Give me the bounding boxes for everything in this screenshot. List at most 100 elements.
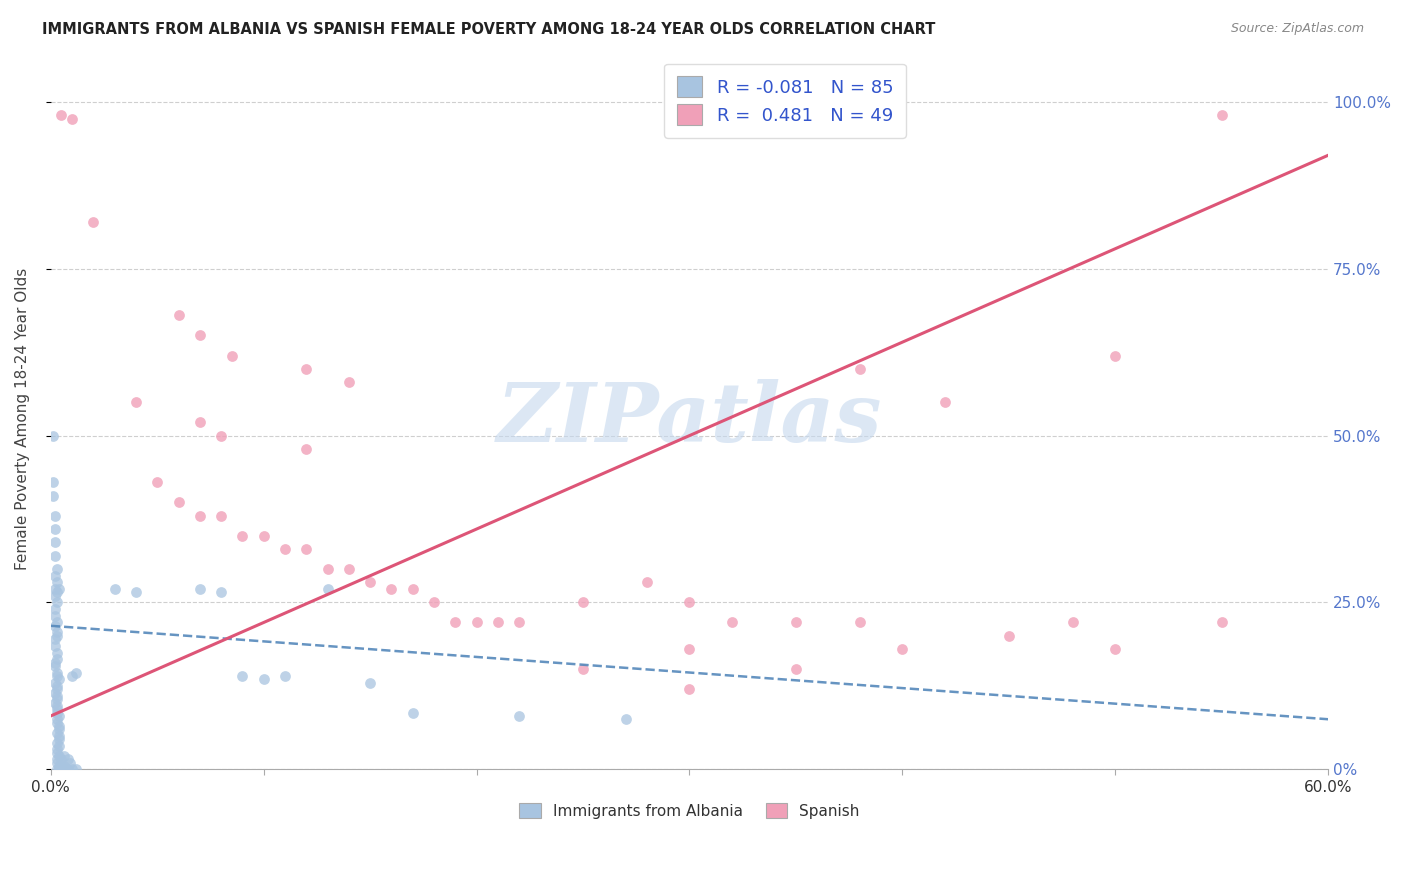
Point bbox=[572, 595, 595, 609]
Point bbox=[46, 689, 69, 703]
Point bbox=[486, 615, 509, 630]
Point bbox=[48, 709, 70, 723]
Point bbox=[295, 362, 318, 376]
Point bbox=[125, 585, 148, 599]
Point bbox=[42, 475, 65, 490]
Point bbox=[51, 762, 73, 776]
Point bbox=[104, 582, 127, 596]
Point bbox=[44, 602, 66, 616]
Point bbox=[52, 762, 75, 776]
Point bbox=[52, 748, 75, 763]
Point bbox=[849, 362, 872, 376]
Point bbox=[51, 108, 73, 122]
Point bbox=[444, 615, 467, 630]
Point bbox=[274, 669, 297, 683]
Point bbox=[48, 723, 70, 737]
Point bbox=[46, 595, 69, 609]
Point bbox=[46, 669, 69, 683]
Point bbox=[46, 625, 69, 640]
Point bbox=[48, 748, 70, 763]
Point bbox=[1104, 349, 1126, 363]
Point bbox=[423, 595, 446, 609]
Point bbox=[125, 395, 148, 409]
Point bbox=[209, 508, 232, 523]
Point bbox=[52, 759, 75, 773]
Point bbox=[46, 725, 69, 739]
Point bbox=[253, 529, 276, 543]
Point bbox=[46, 756, 69, 770]
Point bbox=[46, 712, 69, 726]
Point bbox=[316, 562, 339, 576]
Point bbox=[188, 508, 211, 523]
Point bbox=[46, 652, 69, 666]
Point bbox=[44, 656, 66, 670]
Point bbox=[46, 585, 69, 599]
Point bbox=[402, 582, 425, 596]
Point bbox=[65, 665, 87, 680]
Point bbox=[849, 615, 872, 630]
Point bbox=[46, 679, 69, 693]
Point bbox=[221, 349, 243, 363]
Point bbox=[678, 682, 700, 697]
Point bbox=[46, 646, 69, 660]
Point bbox=[253, 672, 276, 686]
Point bbox=[44, 589, 66, 603]
Point bbox=[678, 595, 700, 609]
Point bbox=[316, 582, 339, 596]
Point bbox=[48, 672, 70, 686]
Point bbox=[44, 582, 66, 596]
Point bbox=[46, 762, 69, 776]
Point bbox=[167, 495, 190, 509]
Point bbox=[59, 756, 82, 770]
Point bbox=[572, 662, 595, 676]
Point bbox=[274, 542, 297, 557]
Point bbox=[46, 742, 69, 756]
Point bbox=[231, 669, 253, 683]
Point bbox=[48, 729, 70, 743]
Point bbox=[636, 575, 658, 590]
Point bbox=[51, 759, 73, 773]
Point bbox=[380, 582, 402, 596]
Y-axis label: Female Poverty Among 18-24 Year Olds: Female Poverty Among 18-24 Year Olds bbox=[15, 268, 30, 570]
Point bbox=[46, 746, 69, 760]
Point bbox=[56, 762, 79, 776]
Point bbox=[44, 568, 66, 582]
Point bbox=[46, 702, 69, 716]
Point bbox=[56, 752, 79, 766]
Point bbox=[44, 685, 66, 699]
Point bbox=[188, 582, 211, 596]
Point bbox=[209, 585, 232, 599]
Point bbox=[46, 692, 69, 706]
Point bbox=[337, 562, 360, 576]
Point bbox=[614, 712, 637, 726]
Point bbox=[1211, 615, 1233, 630]
Point bbox=[465, 615, 488, 630]
Point bbox=[48, 739, 70, 753]
Point bbox=[678, 642, 700, 657]
Point bbox=[44, 696, 66, 710]
Point bbox=[508, 709, 530, 723]
Point bbox=[60, 669, 83, 683]
Point bbox=[46, 715, 69, 730]
Point bbox=[337, 375, 360, 389]
Point bbox=[295, 542, 318, 557]
Point bbox=[295, 442, 318, 456]
Point bbox=[785, 615, 807, 630]
Point bbox=[44, 508, 66, 523]
Point bbox=[51, 752, 73, 766]
Point bbox=[44, 619, 66, 633]
Point bbox=[46, 698, 69, 713]
Point bbox=[44, 658, 66, 673]
Point bbox=[48, 762, 70, 776]
Point bbox=[82, 215, 104, 229]
Text: ZIPatlas: ZIPatlas bbox=[496, 379, 882, 458]
Point bbox=[48, 582, 70, 596]
Point bbox=[60, 762, 83, 776]
Point bbox=[44, 675, 66, 690]
Point bbox=[785, 662, 807, 676]
Point bbox=[60, 112, 83, 126]
Point bbox=[209, 428, 232, 442]
Point bbox=[44, 639, 66, 653]
Point bbox=[1211, 108, 1233, 122]
Point bbox=[44, 549, 66, 563]
